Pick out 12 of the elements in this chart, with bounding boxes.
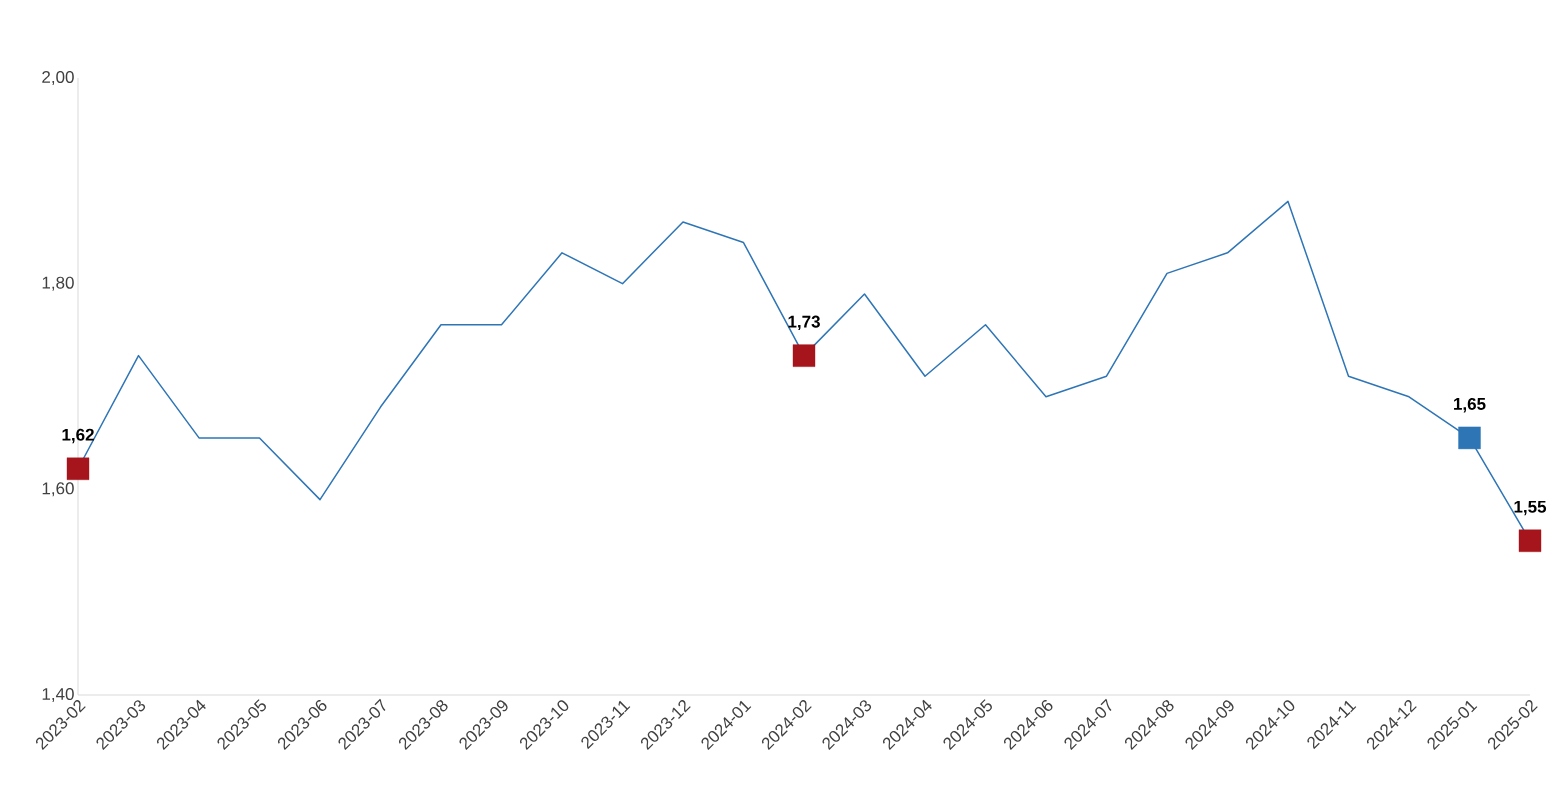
data-label: 1,65 xyxy=(1454,397,1486,413)
point xyxy=(792,344,816,367)
data-label: 1,55 xyxy=(1514,500,1547,516)
data-label: 1,73 xyxy=(788,315,820,331)
y-tick-label: 2,00 xyxy=(42,70,74,86)
point xyxy=(1518,529,1542,552)
y-tick-label: 1,60 xyxy=(42,482,74,497)
data-label: 1,62 xyxy=(62,428,94,444)
y-tick-label: 1,80 xyxy=(42,276,74,291)
point xyxy=(66,457,90,480)
y-tick-label: 1,40 xyxy=(42,687,74,703)
point xyxy=(1458,426,1481,450)
